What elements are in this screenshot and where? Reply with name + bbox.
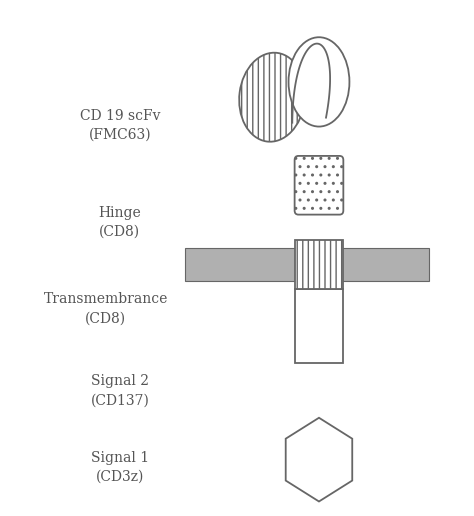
Ellipse shape — [289, 37, 349, 126]
Text: Signal 2
(CD137): Signal 2 (CD137) — [91, 374, 149, 408]
Bar — [295, 240, 343, 288]
Ellipse shape — [239, 53, 305, 142]
Text: Hinge
(CD8): Hinge (CD8) — [99, 205, 141, 239]
Text: CD 19 scFv
(FMC63): CD 19 scFv (FMC63) — [80, 108, 160, 142]
Text: Transmembrance
(CD8): Transmembrance (CD8) — [44, 292, 168, 326]
Text: Signal 1
(CD3z): Signal 1 (CD3z) — [91, 450, 149, 484]
Bar — [185, 248, 429, 281]
FancyBboxPatch shape — [295, 156, 343, 215]
Bar — [295, 288, 343, 363]
Polygon shape — [286, 418, 352, 502]
